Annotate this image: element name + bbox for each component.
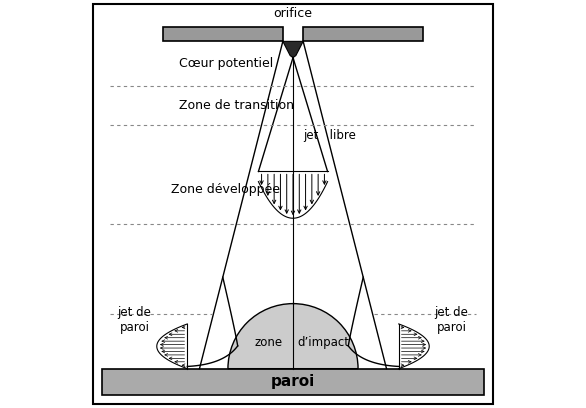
- Text: Zone développée: Zone développée: [171, 183, 280, 196]
- Text: jet   libre: jet libre: [303, 129, 356, 142]
- Text: zone: zone: [254, 336, 282, 349]
- Text: Cœur potentiel: Cœur potentiel: [179, 57, 274, 70]
- Bar: [163, 27, 283, 41]
- Polygon shape: [283, 41, 303, 58]
- Text: Zone de transition: Zone de transition: [179, 99, 294, 112]
- Bar: [102, 369, 484, 395]
- Wedge shape: [228, 304, 358, 369]
- Text: orifice: orifice: [274, 7, 312, 20]
- Text: paroi: paroi: [271, 375, 315, 389]
- Text: d’impact: d’impact: [298, 336, 349, 349]
- Text: jet de
paroi: jet de paroi: [117, 306, 151, 334]
- Text: jet de
paroi: jet de paroi: [435, 306, 469, 334]
- Bar: [303, 27, 423, 41]
